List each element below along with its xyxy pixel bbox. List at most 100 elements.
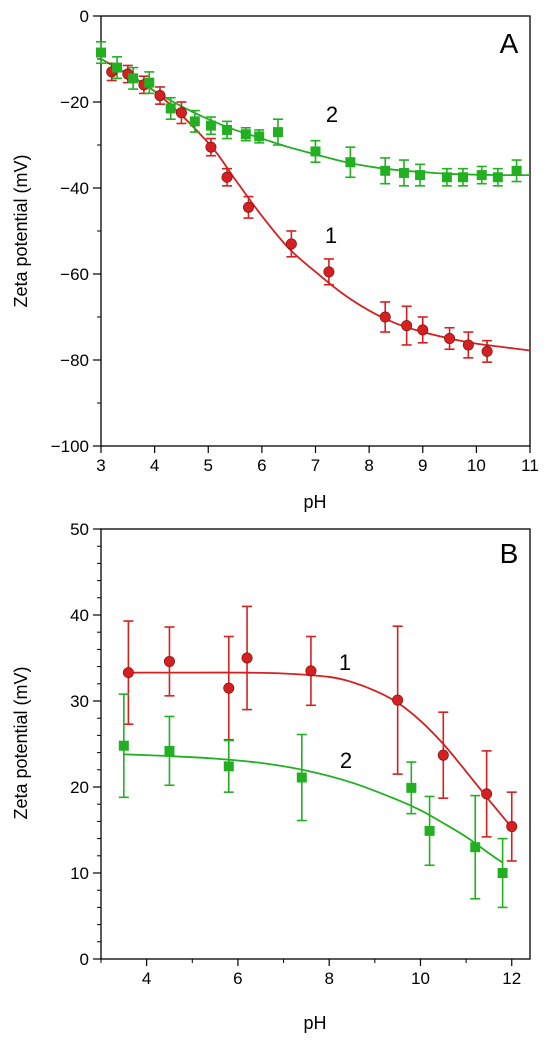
panel-a-series-1-point: [379, 311, 391, 323]
panel-b-y-tick-label: 10: [70, 864, 89, 883]
panel-b-series-2-point: [470, 842, 481, 853]
panel-b-x-tick-label: 6: [233, 969, 242, 988]
panel-a-y-tick-label: −60: [60, 265, 89, 284]
panel-a-series-1-fit-curve: [100, 58, 531, 352]
panel-a-series-2-point: [128, 73, 139, 84]
panel-b-x-tick-label: 4: [142, 969, 151, 988]
panel-a-series-1-point: [285, 238, 297, 250]
panel-b-series-1-fit-curve: [123, 671, 513, 828]
panel-b-series-2-point: [406, 782, 417, 793]
panel-b-series-2-point: [497, 868, 508, 878]
panel-b-series-1-point: [506, 821, 518, 833]
panel-b-x-tick-label: 8: [324, 969, 333, 988]
panel-a-series-2-point: [272, 127, 283, 138]
panel-a-series-2-point: [254, 131, 265, 142]
panel-b-y-axis-title: Zeta potential (mV): [11, 666, 31, 819]
panel-a-y-tick-label: −80: [60, 351, 89, 370]
panel-a-series-1-point: [154, 90, 166, 102]
panel-b-y-tick-label: 40: [70, 606, 89, 625]
panel-a-series-2-point: [457, 172, 468, 183]
panel-a-series-1-point: [481, 345, 493, 357]
panel-a-chart: 3 4 5 6 7 8 9 10 11 0 −20 −40 −60 −80 −100 A 1 2 pH Ze…: [11, 7, 539, 512]
panel-b-series-1-label: 1: [339, 650, 351, 675]
panel-b-x-axis-title: pH: [303, 1013, 326, 1033]
panel-b-series-1-point: [305, 665, 317, 677]
panel-b-series-1-point: [437, 749, 449, 761]
panel-b-y-tick-label: 20: [70, 778, 89, 797]
panel-b-chart: 4 6 8 10 12 0 10 20 30 40 50 B 1 2 pH Zeta potenti…: [11, 520, 531, 1033]
panel-a-x-tick-label: 3: [96, 456, 105, 475]
panel-b-y-tick-label: 50: [70, 520, 89, 539]
panel-a-series-1-point: [175, 107, 187, 119]
panel-a-series-1-point: [221, 171, 233, 183]
panel-a-x-tick-label: 5: [204, 456, 213, 475]
panel-a-series-2-point: [476, 170, 487, 181]
panel-a-letter: A: [500, 28, 519, 59]
panel-a-series-2-point: [380, 165, 391, 176]
panel-a-series-2-point: [205, 120, 216, 131]
panel-b-data-points: [118, 652, 518, 878]
panel-a-y-tick-label: 0: [80, 7, 89, 26]
panel-a-y-tick-label: −100: [51, 437, 89, 456]
panel-a-x-tick-label: 8: [364, 456, 373, 475]
panel-b-series-1-point: [481, 788, 493, 800]
panel-a-y-tick-label: −20: [60, 93, 89, 112]
panel-b-x-tick-label: 12: [502, 969, 521, 988]
panel-b-series-1-point: [392, 694, 404, 706]
panel-b-series-2-point: [164, 745, 175, 756]
panel-a-x-tick-label: 4: [150, 456, 159, 475]
panel-b-series-2-label: 2: [340, 748, 352, 773]
panel-a-error-bars: [96, 40, 522, 363]
panel-b-fit-curves: [123, 671, 513, 864]
panel-a-series-2-point: [222, 124, 233, 135]
panel-a-data-points: [96, 47, 522, 357]
panel-b-frame: [100, 528, 531, 960]
panel-a-frame: [100, 15, 531, 447]
panel-a-series-2-point: [398, 167, 409, 178]
panel-a-series-2-point: [511, 165, 522, 176]
panel-a-series-2-point: [240, 129, 251, 140]
panel-a-series-2-point: [189, 116, 200, 127]
panel-a-series-2-point: [415, 170, 426, 181]
panel-a-series-1-point: [205, 141, 217, 153]
panel-b-series-1-point: [163, 655, 175, 667]
panel-b-letter: B: [500, 538, 519, 569]
panel-a-series-2-label: 2: [326, 102, 338, 127]
panel-a-series-1-point: [417, 324, 429, 336]
panel-a-series-2-point: [441, 172, 452, 183]
panel-b-series-2-point: [118, 740, 129, 751]
panel-a-x-tick-label: 7: [311, 456, 320, 475]
panel-b-series-2-point: [223, 761, 234, 772]
panel-a-x-tick-label: 9: [418, 456, 427, 475]
panel-b-series-1-point: [223, 682, 235, 694]
panel-a-series-2-point: [310, 146, 321, 157]
panel-a-x-axis-title: pH: [303, 492, 326, 512]
panel-b-series-2-fit-curve: [123, 753, 504, 864]
panel-b-y-tick-label: 30: [70, 692, 89, 711]
panel-a-series-2-point: [112, 62, 123, 73]
panel-a-x-tick-label: 10: [467, 456, 486, 475]
panel-b-series-1-point: [241, 652, 253, 664]
panel-a-series-1-point: [242, 201, 254, 213]
panel-a-series-1-point: [323, 266, 335, 278]
panel-a-x-tick-label: 11: [521, 456, 539, 475]
panel-b-series-1-point: [122, 667, 134, 679]
panel-b-series-2-point: [296, 772, 307, 783]
panel-a-series-1-label: 1: [325, 223, 337, 248]
panel-a-series-1-point: [444, 332, 456, 344]
panel-a-series-1-point: [401, 320, 413, 332]
panel-a-fit-curves: [100, 58, 531, 352]
panel-b-series-2-point: [424, 825, 435, 836]
panel-a-series-1-point: [462, 339, 474, 351]
panel-a-y-tick-label: −40: [60, 179, 89, 198]
panel-a-series-2-point: [165, 103, 176, 114]
panel-b-x-tick-label: 10: [411, 969, 430, 988]
panel-a-series-2-point: [96, 47, 106, 58]
panel-a-y-axis-title: Zeta potential (mV): [11, 154, 31, 307]
panel-a-series-2-point: [492, 172, 503, 183]
panel-a-series-2-point: [345, 157, 356, 168]
panel-a-series-2-point: [144, 77, 155, 88]
panel-a-x-tick-label: 6: [257, 456, 266, 475]
